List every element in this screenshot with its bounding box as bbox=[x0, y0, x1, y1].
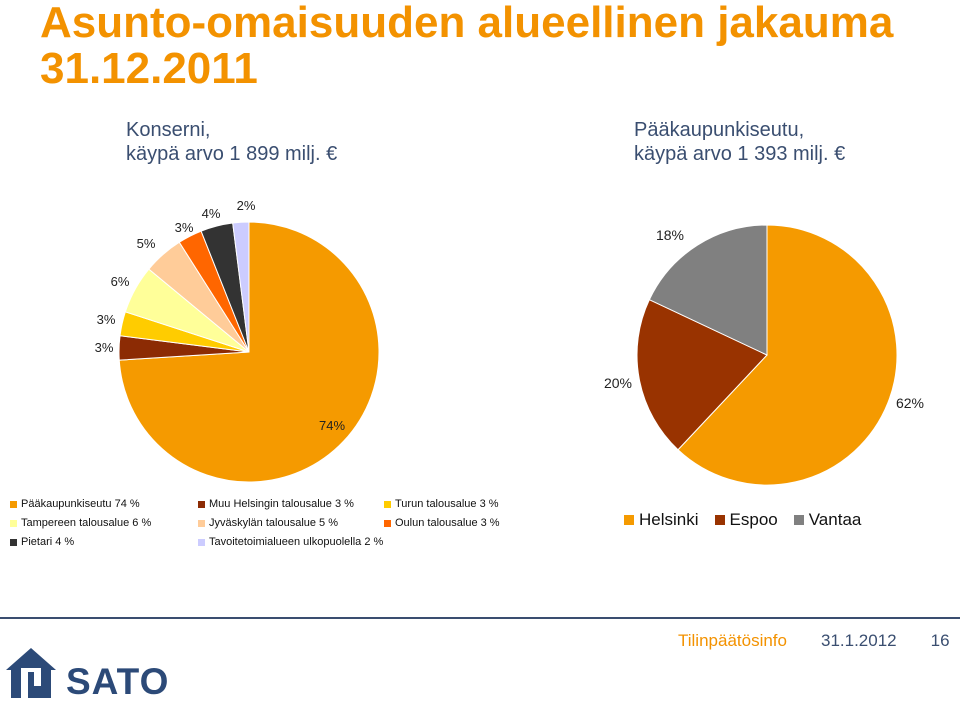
sato-logo: SATO bbox=[4, 646, 169, 700]
legend-label: Helsinki bbox=[639, 510, 699, 529]
legend-swatch bbox=[198, 519, 205, 527]
pie1-data-label-7: 4% bbox=[202, 206, 221, 221]
legend-label: Oulun talousalue 3 % bbox=[395, 517, 500, 529]
pie1-data-label-3: 3% bbox=[97, 312, 116, 327]
pie1-slice-8 bbox=[232, 221, 250, 353]
legend-swatch bbox=[624, 515, 634, 525]
footer: Tilinpäätösinfo 31.1.2012 16 bbox=[678, 631, 950, 651]
legend-konserni: Pääkaupunkiseutu 74 % Muu Helsingin talou… bbox=[10, 498, 570, 548]
legend-label: Vantaa bbox=[808, 510, 862, 529]
pie1-legend-item-4: Tampereen talousalue 6 % bbox=[10, 517, 198, 529]
pie2-legend-item-1: Helsinki bbox=[624, 510, 699, 530]
pie1-legend-item-8: Tavoitetoimialueen ulkopuolella 2 % bbox=[198, 536, 384, 548]
pie1-legend-item-5: Jyväskylän talousalue 5 % bbox=[198, 517, 384, 529]
legend-swatch bbox=[10, 538, 17, 546]
pie2-legend-item-3: Vantaa bbox=[793, 510, 862, 530]
pie2-legend-item-2: Espoo bbox=[714, 510, 778, 530]
legend-label: Espoo bbox=[729, 510, 778, 529]
slide-title: Asunto-omaisuuden alueellinen jakauma 31… bbox=[40, 0, 894, 93]
legend-label: Tavoitetoimialueen ulkopuolella 2 % bbox=[209, 536, 384, 548]
legend-label: Tampereen talousalue 6 % bbox=[21, 517, 152, 529]
pie2-data-label-1: 62% bbox=[896, 395, 924, 411]
pie2-slice-1 bbox=[677, 224, 898, 486]
pie2-slice-2 bbox=[636, 298, 768, 451]
pie1-data-label-2: 3% bbox=[95, 340, 114, 355]
legend-label: Pietari 4 % bbox=[21, 536, 75, 548]
pie1-legend-item-1: Pääkaupunkiseutu 74 % bbox=[10, 498, 198, 510]
pie2-data-label-3: 18% bbox=[656, 227, 684, 243]
pie1-data-label-5: 5% bbox=[137, 236, 156, 251]
pie1-legend-item-2: Muu Helsingin talousalue 3 % bbox=[198, 498, 384, 510]
legend-label: Muu Helsingin talousalue 3 % bbox=[209, 498, 354, 510]
left-chart-subtitle: Konserni, käypä arvo 1 899 milj. € bbox=[126, 119, 338, 165]
legend-swatch bbox=[714, 515, 725, 525]
right-chart-subtitle: Pääkaupunkiseutu, käypä arvo 1 393 milj.… bbox=[634, 119, 846, 165]
legend-label: Jyväskylän talousalue 5 % bbox=[209, 517, 339, 529]
footer-date: 31.1.2012 bbox=[821, 631, 897, 650]
legend-swatch bbox=[384, 519, 391, 527]
legend-swatch bbox=[793, 515, 804, 525]
pie2-slice-3 bbox=[648, 224, 768, 356]
house-logo-icon bbox=[6, 648, 56, 698]
pie1-legend-item-6: Oulun talousalue 3 % bbox=[384, 517, 570, 529]
pie1-data-label-8: 2% bbox=[237, 198, 256, 213]
pie2-data-label-2: 20% bbox=[604, 375, 632, 391]
legend-swatch bbox=[198, 538, 205, 546]
pie1-legend-item-3: Turun talousalue 3 % bbox=[384, 498, 570, 510]
legend-swatch bbox=[10, 500, 17, 508]
legend-swatch bbox=[384, 500, 391, 508]
pie-chart-konserni: 74% 3% 3% 6% 5% 3% 4% 2% bbox=[95, 198, 380, 483]
legend-label: Turun talousalue 3 % bbox=[395, 498, 499, 510]
page-number: 16 bbox=[930, 631, 950, 650]
logo-wordmark: SATO bbox=[66, 661, 170, 702]
legend-label: Pääkaupunkiseutu 74 % bbox=[21, 498, 140, 510]
footer-brand: Tilinpäätösinfo bbox=[678, 631, 787, 650]
pie1-data-label-4: 6% bbox=[111, 274, 130, 289]
pie1-data-label-1: 74% bbox=[319, 418, 345, 433]
pie1-data-label-6: 3% bbox=[175, 220, 194, 235]
pie-chart-paakaupunkiseutu: 62% 20% 18% bbox=[604, 224, 924, 486]
legend-paakaupunkiseutu: Helsinki Espoo Vantaa bbox=[624, 510, 877, 530]
legend-swatch bbox=[198, 500, 205, 508]
pie1-legend-item-7: Pietari 4 % bbox=[10, 536, 198, 548]
footer-divider bbox=[0, 617, 960, 619]
legend-swatch bbox=[10, 519, 17, 527]
